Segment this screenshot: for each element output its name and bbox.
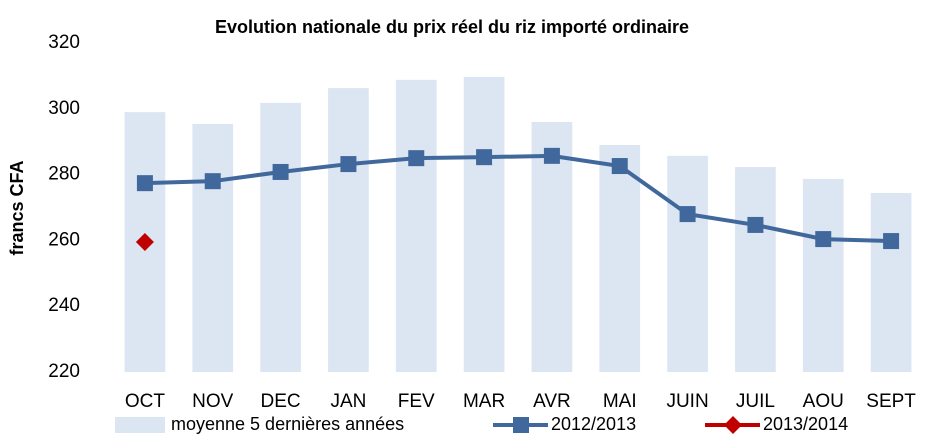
bar (395, 79, 437, 373)
legend-label: 2013/2014 (763, 414, 848, 434)
bar (667, 155, 708, 372)
chart-title: Evolution nationale du prix réel du riz … (215, 17, 689, 37)
x-tick-label: DEC (261, 391, 301, 412)
y-axis-label: francs CFA (7, 160, 27, 255)
line-marker (136, 175, 153, 192)
bar (870, 193, 912, 372)
line-marker (340, 156, 357, 173)
x-tick-label: JUIN (666, 391, 708, 412)
x-tick-label: FEV (398, 391, 435, 412)
line-marker (408, 150, 425, 167)
bar (328, 88, 369, 372)
line-marker (272, 163, 289, 180)
y-tick-label: 240 (48, 295, 80, 316)
x-tick-label: JUIL (736, 391, 775, 412)
line-marker (883, 233, 900, 250)
line-marker (747, 216, 764, 233)
line (144, 153, 892, 244)
bar (802, 178, 844, 372)
line-marker (611, 158, 628, 175)
y-tick-label: 220 (48, 361, 80, 382)
x-tick-label: AOU (803, 391, 844, 412)
bar (599, 144, 641, 372)
y-tick-label: 280 (48, 164, 80, 185)
y-tick-label: 260 (48, 229, 80, 250)
y-tick-label: 300 (48, 98, 80, 119)
x-tick-label: MAI (603, 391, 637, 412)
legend-marker (513, 417, 529, 433)
legend-label: moyenne 5 dernières années (171, 414, 404, 434)
bar (192, 123, 234, 373)
line-marker (815, 231, 832, 248)
x-tick-label: SEPT (866, 391, 916, 412)
bar (735, 167, 776, 372)
bar (260, 102, 301, 373)
line-marker (135, 233, 154, 252)
legend-label: 2012/2013 (551, 414, 636, 434)
bar (463, 76, 505, 373)
x-tick-label: MAR (463, 391, 505, 412)
x-tick-label: NOV (192, 391, 234, 412)
x-tick-label: JAN (330, 391, 366, 412)
line-marker (476, 149, 493, 166)
line-marker (679, 206, 696, 223)
line-marker (543, 147, 560, 164)
x-tick-label: AVR (533, 391, 571, 412)
legend-marker (724, 416, 742, 434)
line-marker (204, 173, 221, 190)
legend-swatch (115, 417, 165, 433)
y-tick-label: 320 (48, 32, 80, 53)
x-tick-label: OCT (125, 391, 166, 412)
